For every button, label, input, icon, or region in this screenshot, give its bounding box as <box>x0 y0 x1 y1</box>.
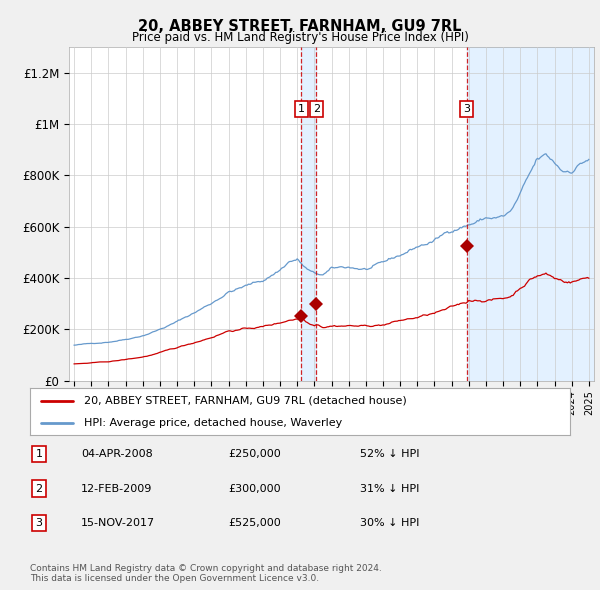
Text: 2: 2 <box>313 104 320 114</box>
Text: £300,000: £300,000 <box>228 484 281 493</box>
Text: 3: 3 <box>463 104 470 114</box>
Text: 12-FEB-2009: 12-FEB-2009 <box>81 484 152 493</box>
Text: 1: 1 <box>298 104 305 114</box>
Text: 20, ABBEY STREET, FARNHAM, GU9 7RL (detached house): 20, ABBEY STREET, FARNHAM, GU9 7RL (deta… <box>84 396 407 406</box>
Text: 3: 3 <box>35 518 43 527</box>
Text: 52% ↓ HPI: 52% ↓ HPI <box>360 450 419 459</box>
Text: 2: 2 <box>35 484 43 493</box>
Text: 1: 1 <box>35 450 43 459</box>
Text: 04-APR-2008: 04-APR-2008 <box>81 450 153 459</box>
Text: 20, ABBEY STREET, FARNHAM, GU9 7RL: 20, ABBEY STREET, FARNHAM, GU9 7RL <box>138 19 462 34</box>
Bar <box>301 47 316 381</box>
Text: 31% ↓ HPI: 31% ↓ HPI <box>360 484 419 493</box>
Bar <box>467 47 594 381</box>
Text: 15-NOV-2017: 15-NOV-2017 <box>81 518 155 527</box>
Text: £250,000: £250,000 <box>228 450 281 459</box>
Text: £525,000: £525,000 <box>228 518 281 527</box>
Text: HPI: Average price, detached house, Waverley: HPI: Average price, detached house, Wave… <box>84 418 342 428</box>
Text: 30% ↓ HPI: 30% ↓ HPI <box>360 518 419 527</box>
Text: Price paid vs. HM Land Registry's House Price Index (HPI): Price paid vs. HM Land Registry's House … <box>131 31 469 44</box>
Text: Contains HM Land Registry data © Crown copyright and database right 2024.
This d: Contains HM Land Registry data © Crown c… <box>30 563 382 583</box>
